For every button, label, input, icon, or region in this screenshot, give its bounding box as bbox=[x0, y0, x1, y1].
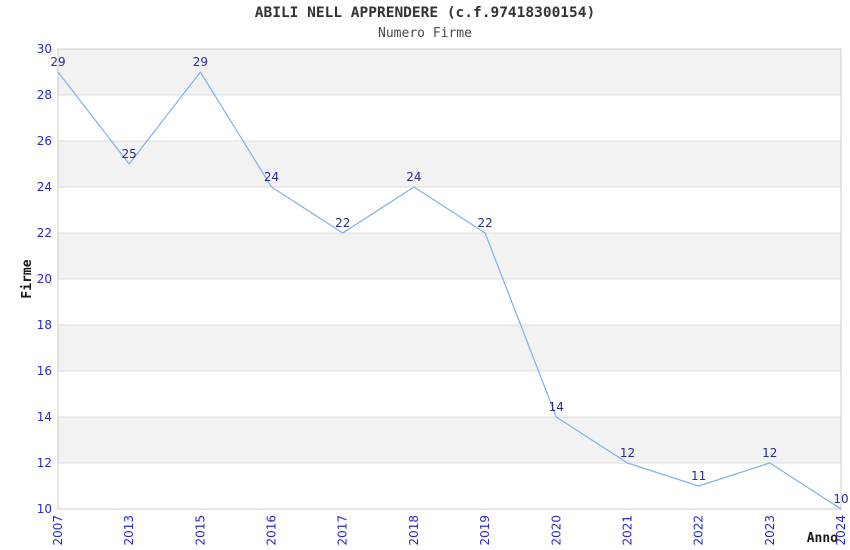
x-tick-label: 2019 bbox=[478, 515, 492, 546]
y-tick-label: 20 bbox=[37, 272, 52, 286]
y-tick-label: 14 bbox=[37, 410, 52, 424]
x-tick-label: 2016 bbox=[265, 515, 279, 546]
x-tick-label: 2013 bbox=[122, 515, 136, 546]
chart-title: ABILI NELL APPRENDERE (c.f.97418300154) bbox=[254, 5, 596, 21]
grid-band bbox=[58, 49, 841, 95]
y-tick-label: 30 bbox=[37, 42, 52, 56]
x-tick-label: 2024 bbox=[834, 515, 848, 546]
x-axis-title: Anno bbox=[807, 531, 838, 546]
grid-band bbox=[58, 233, 841, 279]
x-tick-label: 2022 bbox=[692, 515, 706, 546]
x-tick-label: 2015 bbox=[193, 515, 207, 546]
x-tick-label: 2007 bbox=[51, 515, 65, 546]
y-tick-label: 10 bbox=[37, 502, 52, 516]
point-label: 29 bbox=[50, 55, 65, 69]
y-tick-label: 18 bbox=[37, 318, 52, 332]
point-label: 25 bbox=[122, 147, 137, 161]
x-tick-label: 2021 bbox=[620, 515, 634, 546]
chart-subtitle: Numero Firme bbox=[378, 26, 472, 41]
point-label: 12 bbox=[620, 446, 635, 460]
y-tick-label: 26 bbox=[37, 134, 52, 148]
point-label: 11 bbox=[691, 469, 706, 483]
point-label: 22 bbox=[335, 216, 350, 230]
y-tick-label: 28 bbox=[37, 88, 52, 102]
plot-border bbox=[57, 48, 842, 510]
grid-band bbox=[58, 325, 841, 371]
point-label: 24 bbox=[406, 170, 421, 184]
grid-band bbox=[58, 417, 841, 463]
x-tick-label: 2023 bbox=[763, 515, 777, 546]
point-label: 29 bbox=[193, 55, 208, 69]
point-label: 14 bbox=[549, 400, 564, 414]
point-label: 24 bbox=[264, 170, 279, 184]
grid-band bbox=[58, 141, 841, 187]
x-tick-label: 2017 bbox=[336, 515, 350, 546]
point-label: 22 bbox=[477, 216, 492, 230]
y-tick-label: 12 bbox=[37, 456, 52, 470]
data-line bbox=[57, 71, 842, 510]
y-tick-label: 22 bbox=[37, 226, 52, 240]
point-label: 10 bbox=[833, 492, 848, 506]
x-tick-label: 2018 bbox=[407, 515, 421, 546]
point-label: 12 bbox=[762, 446, 777, 460]
y-axis-title: Firme bbox=[20, 259, 35, 298]
x-tick-label: 2020 bbox=[549, 515, 563, 546]
y-tick-label: 24 bbox=[37, 180, 52, 194]
y-tick-label: 16 bbox=[37, 364, 52, 378]
